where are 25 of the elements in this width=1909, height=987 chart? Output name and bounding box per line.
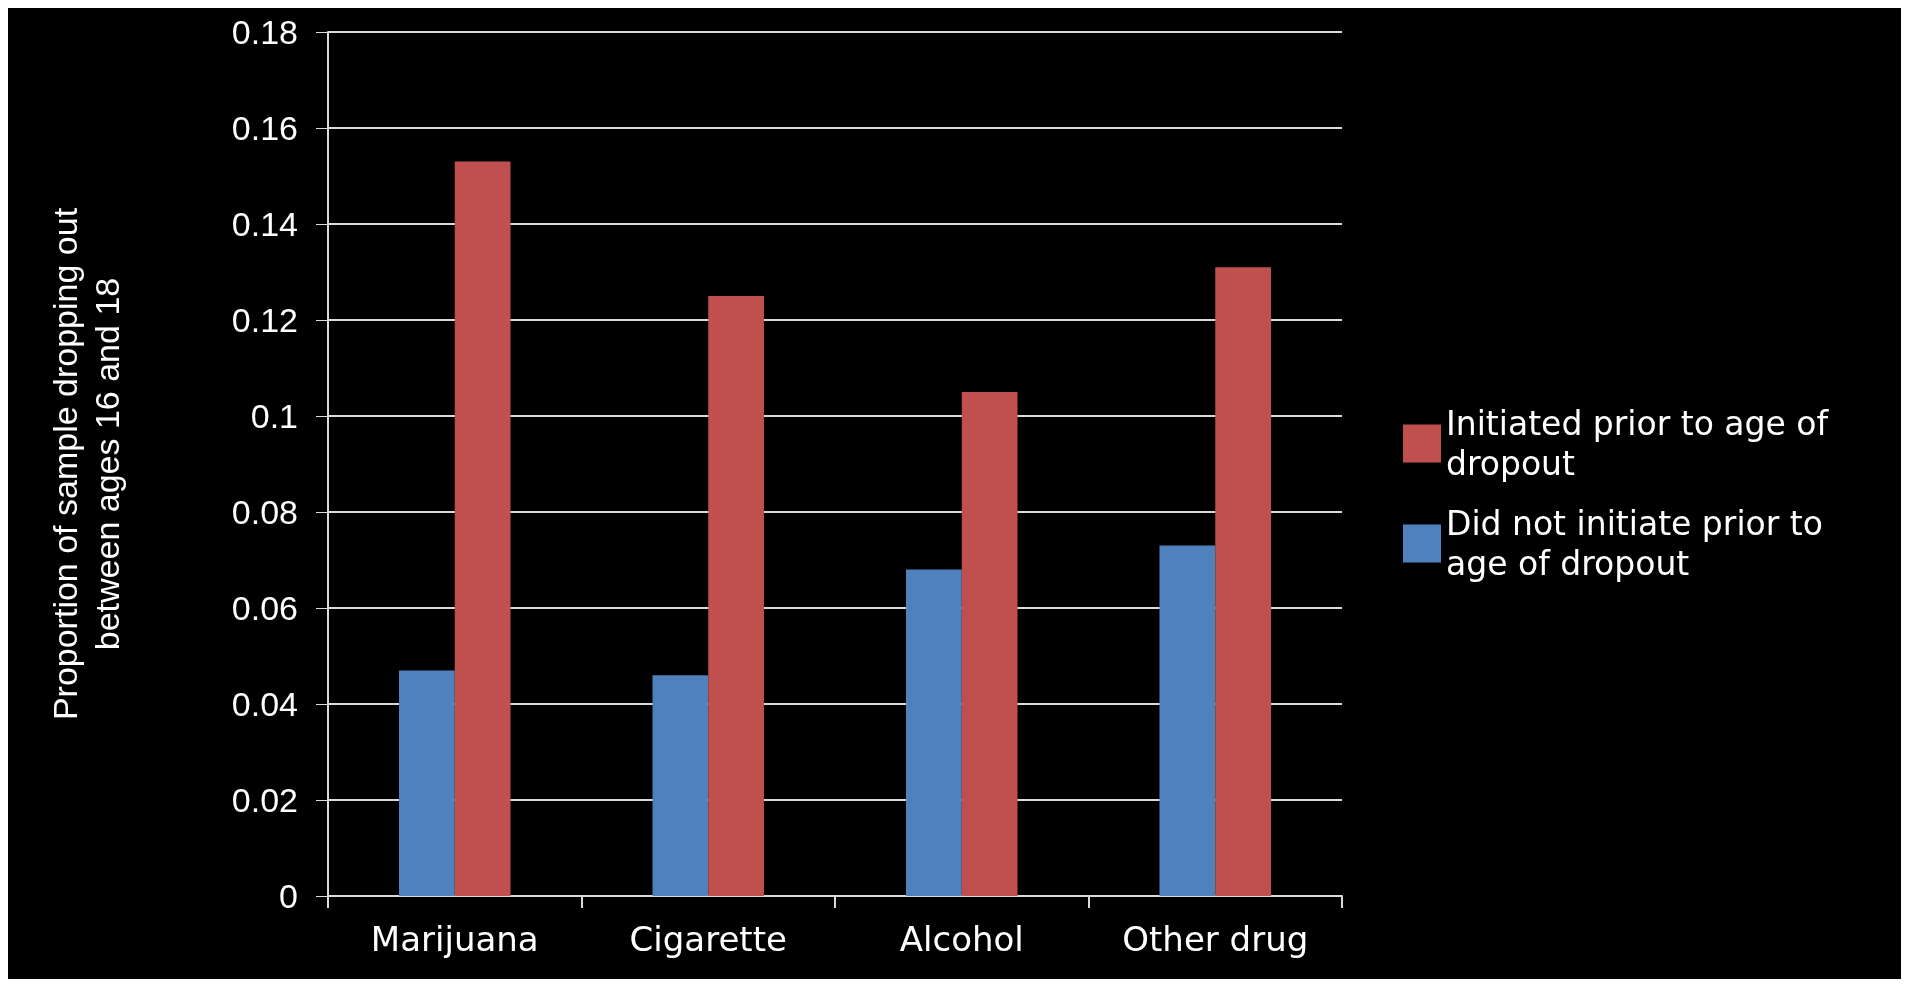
x-tick-label: Other drug xyxy=(1122,919,1309,959)
y-tick-label: 0.1 xyxy=(250,397,298,435)
legend-label: Did not initiate prior to age of dropout xyxy=(1446,504,1834,583)
bar xyxy=(708,296,765,896)
bar xyxy=(1215,267,1272,896)
legend-label: Initiated prior to age of dropout xyxy=(1446,404,1839,483)
bar xyxy=(905,569,962,896)
bar xyxy=(398,670,455,896)
x-tick-label: Marijuana xyxy=(370,919,539,959)
y-tick-label: 0.02 xyxy=(231,781,298,819)
y-axis-title: Proportion of sample dropping out between ages 16 and 18 xyxy=(46,207,126,721)
y-tick-label: 0.18 xyxy=(231,13,298,51)
bar xyxy=(961,392,1018,896)
y-tick-label: 0.08 xyxy=(231,493,298,531)
y-tick-label: 0.06 xyxy=(231,589,298,627)
y-tick-label: 0.14 xyxy=(231,205,298,243)
y-tick-label: 0 xyxy=(279,877,298,915)
bar xyxy=(1159,545,1216,896)
bar xyxy=(454,161,511,896)
y-tick-label: 0.12 xyxy=(231,301,298,339)
y-tick-label: 0.16 xyxy=(231,109,298,147)
bar xyxy=(652,675,709,896)
x-tick-label: Alcohol xyxy=(899,919,1024,959)
x-tick-label: Cigarette xyxy=(629,919,787,959)
y-tick-label: 0.04 xyxy=(231,685,298,723)
